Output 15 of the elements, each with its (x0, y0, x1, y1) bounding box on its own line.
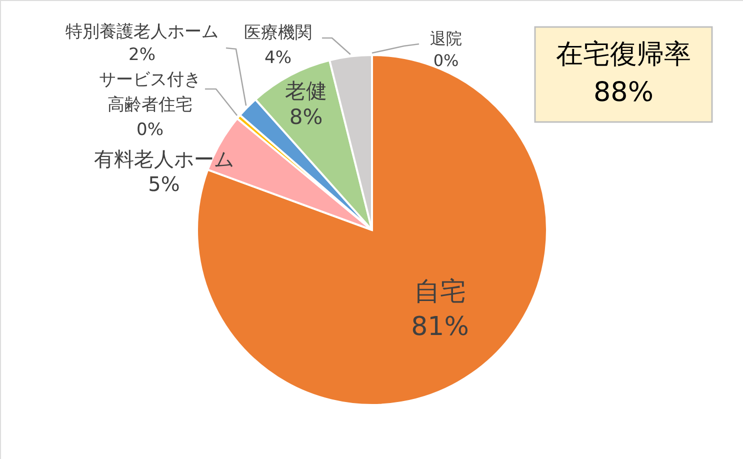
data-label: 2% (128, 45, 156, 65)
slice-label: 自宅 (414, 277, 466, 307)
data-label: 4% (264, 48, 292, 68)
slice-label: 医療機関 (244, 23, 312, 43)
data-label: 0% (136, 120, 164, 140)
slice-label: 老健 (285, 79, 327, 103)
slice-label: サービス付き高齢者住宅 (99, 70, 201, 115)
slice-label: 特別養護老人ホーム (66, 22, 218, 42)
text: 在宅復帰率 88% (556, 39, 691, 108)
data-label: 5% (148, 172, 180, 196)
data-label: 8% (289, 105, 323, 129)
data-label: 81% (411, 312, 469, 342)
category-label: 退院 (430, 29, 462, 48)
slice-label: 有料老人ホーム (94, 147, 234, 171)
text: 0% (433, 51, 459, 70)
